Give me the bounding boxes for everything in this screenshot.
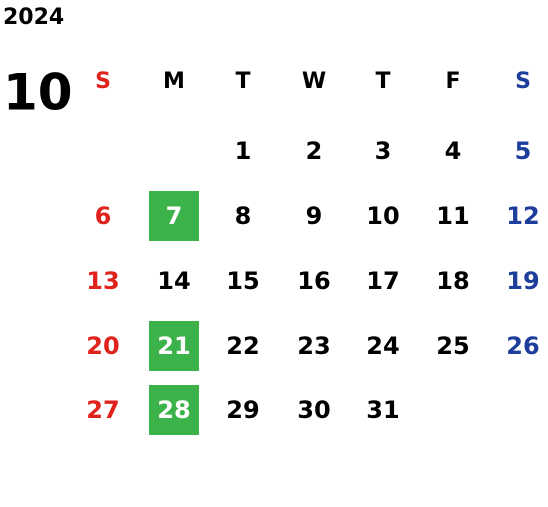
day: 30	[297, 396, 330, 424]
day: 25	[436, 332, 469, 360]
day: 23	[297, 332, 330, 360]
weekday-header: W	[302, 69, 326, 94]
day: 6	[95, 202, 112, 230]
day: 5	[515, 137, 532, 165]
day: 15	[226, 267, 259, 295]
day: 20	[86, 332, 119, 360]
day: 10	[366, 202, 399, 230]
highlight-box	[149, 191, 199, 241]
weekday-header: T	[235, 69, 250, 94]
day: 31	[366, 396, 399, 424]
day: 14	[157, 267, 190, 295]
day: 29	[226, 396, 259, 424]
day: 1	[235, 137, 252, 165]
month: 10	[3, 64, 73, 122]
day: 24	[366, 332, 399, 360]
day: 18	[436, 267, 469, 295]
weekday-header: T	[375, 69, 390, 94]
day: 22	[226, 332, 259, 360]
day: 21	[157, 332, 190, 360]
day: 12	[506, 202, 539, 230]
highlight-box	[149, 385, 199, 435]
day: 27	[86, 396, 119, 424]
day: 8	[235, 202, 252, 230]
day: 11	[436, 202, 469, 230]
day: 3	[375, 137, 392, 165]
day: 28	[157, 396, 190, 424]
day: 4	[445, 137, 462, 165]
day: 19	[506, 267, 539, 295]
highlight-box	[149, 321, 199, 371]
weekday-header: F	[445, 69, 460, 94]
day: 16	[297, 267, 330, 295]
day: 13	[86, 267, 119, 295]
day: 9	[306, 202, 323, 230]
day: 2	[306, 137, 323, 165]
year: 2024	[3, 5, 64, 30]
day: 7	[166, 202, 183, 230]
day: 26	[506, 332, 539, 360]
weekday-header: S	[95, 69, 111, 94]
weekday-header: M	[163, 69, 185, 94]
weekday-header: S	[515, 69, 531, 94]
day: 17	[366, 267, 399, 295]
